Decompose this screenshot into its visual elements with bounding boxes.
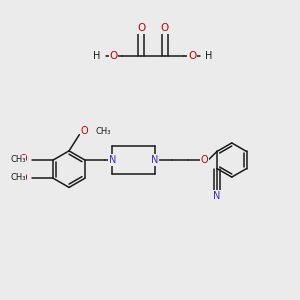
Text: O: O [201, 155, 208, 165]
Text: N: N [213, 191, 220, 201]
Text: O: O [137, 23, 145, 33]
Text: N: N [109, 155, 116, 165]
Text: O: O [160, 23, 169, 33]
Text: O: O [188, 51, 196, 61]
Text: H: H [93, 51, 100, 61]
Text: O: O [19, 154, 27, 164]
Text: O: O [81, 126, 88, 136]
Text: CH₃: CH₃ [10, 155, 26, 164]
Text: CH₃: CH₃ [95, 127, 111, 136]
Text: H: H [206, 51, 213, 61]
Text: O: O [110, 51, 118, 61]
Text: N: N [151, 155, 158, 165]
Text: CH₃: CH₃ [10, 173, 26, 182]
Text: O: O [19, 173, 27, 183]
